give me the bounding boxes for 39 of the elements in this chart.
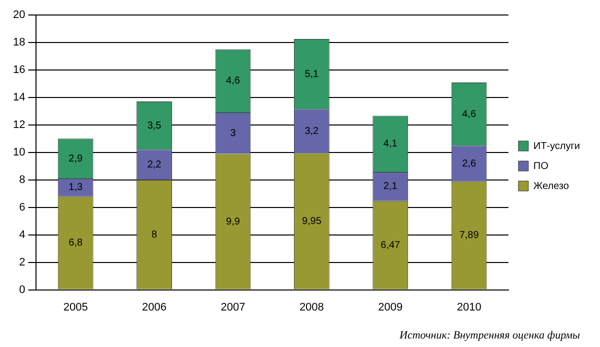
y-tick-label: 6 xyxy=(19,201,26,214)
data-label: 9,95 xyxy=(302,216,322,227)
data-label: 2,1 xyxy=(383,181,398,192)
data-label: 7,89 xyxy=(459,230,480,242)
legend-label: ПО xyxy=(533,160,549,172)
data-label: 2,9 xyxy=(68,153,83,164)
y-tick-label: 4 xyxy=(19,228,26,241)
data-label: 4,6 xyxy=(462,108,476,120)
x-tick-label: 2006 xyxy=(142,301,167,314)
data-label: 3 xyxy=(230,128,236,139)
x-tick-label: 2010 xyxy=(456,301,482,314)
x-tick-label: 2008 xyxy=(299,301,324,314)
y-tick-label: 10 xyxy=(12,146,26,158)
data-label: 4,6 xyxy=(226,76,240,87)
y-tick-label: 12 xyxy=(12,118,26,131)
y-tick-label: 16 xyxy=(12,64,26,76)
data-label: 2,2 xyxy=(147,160,162,171)
x-tick-label: 2009 xyxy=(378,301,403,314)
text: Источник: Внутренняя оценка фирмы xyxy=(398,329,581,342)
legend-label: Железо xyxy=(533,180,570,192)
data-label: 3,2 xyxy=(304,126,320,137)
data-label: 1,3 xyxy=(68,182,83,194)
data-label: 3,5 xyxy=(147,120,162,132)
y-tick-label: 0 xyxy=(19,284,26,296)
data-label: 6,8 xyxy=(68,238,83,249)
data-label: 2,6 xyxy=(462,158,476,170)
data-label: 8 xyxy=(152,229,158,240)
data-label: 4,1 xyxy=(383,138,398,150)
y-tick-label: 18 xyxy=(12,36,26,49)
legend-label: ИТ-услуги xyxy=(533,140,580,152)
y-tick-label: 14 xyxy=(12,91,26,104)
data-label: 5,1 xyxy=(304,68,320,80)
y-tick-label: 20 xyxy=(12,9,26,22)
data-label: 9,9 xyxy=(226,216,240,228)
y-tick-label: 2 xyxy=(19,256,26,268)
x-tick-label: 2005 xyxy=(63,301,88,314)
x-tick-label: 2007 xyxy=(220,301,246,314)
y-tick-label: 8 xyxy=(19,174,26,186)
data-label: 6,47 xyxy=(380,240,401,251)
